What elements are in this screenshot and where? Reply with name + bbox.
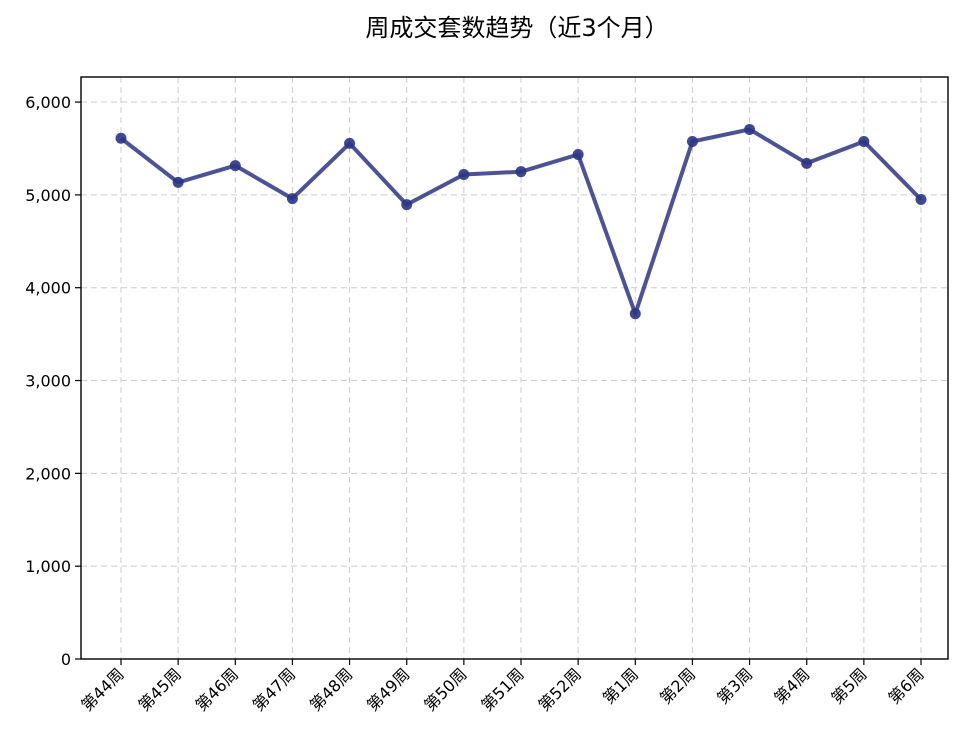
grid-lines	[81, 77, 948, 659]
y-tick-label: 4,000	[25, 279, 71, 298]
data-point	[172, 176, 184, 188]
x-tick-label: 第2周	[656, 664, 699, 707]
data-point	[572, 149, 584, 161]
data-point	[286, 193, 298, 205]
y-tick-label: 5,000	[25, 186, 71, 205]
data-point	[744, 123, 756, 135]
data-point	[629, 308, 641, 320]
x-tick-label: 第50周	[420, 664, 470, 714]
x-tick-label: 第49周	[363, 664, 413, 714]
y-tick-label: 2,000	[25, 464, 71, 483]
data-point	[401, 199, 413, 211]
data-point	[115, 132, 127, 144]
data-series	[115, 123, 927, 320]
axes: 01,0002,0003,0004,0005,0006,000第44周 第45周第…	[25, 93, 928, 715]
x-tick-label: 第5周	[827, 664, 870, 707]
data-point	[229, 160, 241, 172]
chart-title: 周成交套数趋势（近3个月）	[365, 14, 668, 42]
data-point	[458, 168, 470, 180]
x-tick-label: 第45周	[135, 664, 185, 714]
y-tick-label: 0	[61, 650, 71, 669]
data-point	[344, 137, 356, 149]
x-tick-label: 第52周	[535, 664, 585, 714]
plot-area-frame	[80, 76, 949, 660]
x-tick-label: 第46周	[192, 664, 242, 714]
y-tick-label: 3,000	[25, 372, 71, 391]
y-tick-label: 6,000	[25, 93, 71, 112]
x-tick-label: 第48周	[306, 664, 356, 714]
x-tick-label: 第4周	[770, 664, 813, 707]
data-point	[686, 136, 698, 148]
y-tick-label: 1,000	[25, 557, 71, 576]
x-tick-label: 第6周	[885, 664, 928, 707]
x-tick-label: 第3周	[713, 664, 756, 707]
data-point	[801, 157, 813, 169]
data-point	[858, 136, 870, 148]
x-tick-label: 第47周	[249, 664, 299, 714]
x-tick-label: 第1周	[599, 664, 642, 707]
x-tick-label: 第51周	[477, 664, 527, 714]
data-point	[915, 194, 927, 206]
x-tick-label: 第44周	[77, 664, 127, 714]
data-point	[515, 166, 527, 178]
